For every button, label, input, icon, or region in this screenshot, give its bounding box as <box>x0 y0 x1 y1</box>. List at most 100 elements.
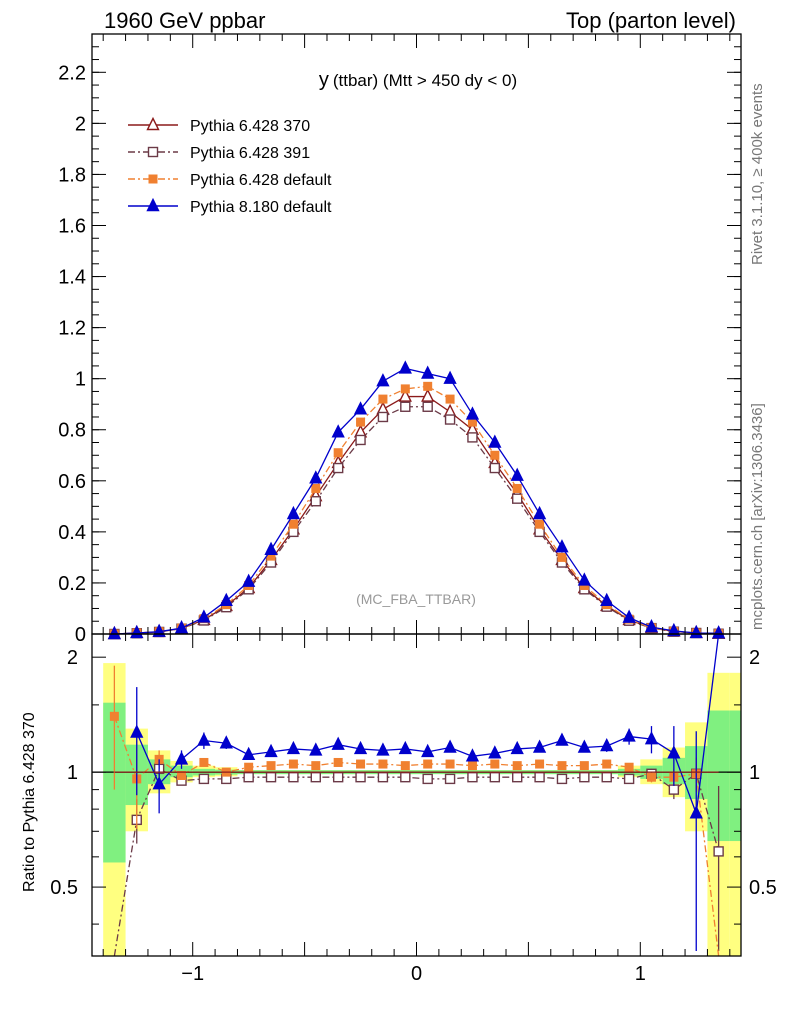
x-tick-label: 1 <box>635 963 646 985</box>
energy-label: 1960 GeV ppbar <box>104 8 265 33</box>
data-point <box>288 519 298 529</box>
data-point <box>490 450 500 460</box>
ratio-tick-label-left: 0.5 <box>50 877 78 899</box>
data-point <box>331 424 345 438</box>
ratio-line <box>113 767 720 956</box>
ratio-point <box>199 757 209 767</box>
y-tick-label: 0.8 <box>58 420 86 442</box>
ratio-point <box>622 728 636 742</box>
ratio-point <box>152 776 166 790</box>
ratio-point <box>265 771 277 783</box>
ratio-point <box>130 724 144 738</box>
legend-entry-2: Pythia 6.428 default <box>128 172 332 189</box>
data-point <box>577 572 591 586</box>
data-point <box>242 573 256 587</box>
ratio-point <box>421 743 435 758</box>
ratio-point <box>579 761 589 771</box>
data-point <box>356 417 366 427</box>
ratio-point <box>174 751 189 765</box>
ratio-point <box>242 746 256 761</box>
x-tick-label: −1 <box>181 963 204 985</box>
data-point <box>400 401 411 412</box>
data-point <box>332 462 344 474</box>
data-point <box>535 519 545 529</box>
x-tick-label: 0 <box>411 963 422 985</box>
chart-title: y (ttbar) (Mtt > 450 dy < 0) <box>319 69 517 91</box>
ratio-point <box>378 759 388 769</box>
data-point <box>353 401 368 415</box>
ratio-point <box>331 736 345 750</box>
data-point <box>423 381 433 391</box>
data-point <box>689 624 703 639</box>
uncertainty-band-green <box>729 710 741 842</box>
ratio-point <box>532 739 547 753</box>
ratio-axis-label: Ratio to Pythia 6.428 370 <box>21 712 38 892</box>
legend-marker <box>147 146 159 158</box>
ratio-point <box>264 743 278 758</box>
main-panel <box>107 360 726 640</box>
ratio-line <box>113 716 720 956</box>
ratio-clip-group <box>92 634 741 956</box>
data-point <box>422 401 433 412</box>
data-point <box>445 394 455 404</box>
series-line <box>114 385 719 635</box>
ratio-point <box>376 742 390 756</box>
data-point <box>286 505 301 520</box>
ratio-point <box>109 711 119 721</box>
ratio-tick-label-left: 2 <box>67 647 78 669</box>
ratio-point <box>556 773 568 785</box>
data-point <box>600 592 614 607</box>
y-tick-label: 2 <box>75 113 86 135</box>
data-point <box>377 411 389 423</box>
ratio-point <box>398 740 412 755</box>
ratio-tick-label-right: 2 <box>749 647 760 669</box>
data-point <box>288 526 299 538</box>
ratio-series-3 <box>130 634 720 952</box>
y-tick-label: 1.2 <box>58 318 86 340</box>
ratio-point <box>557 761 567 771</box>
ratio-panel <box>92 634 741 956</box>
ratio-point <box>467 761 477 771</box>
y-tick-label: 0.4 <box>58 522 86 544</box>
data-point <box>333 448 343 458</box>
ratio-point <box>467 771 478 783</box>
y-tick-label: 1.4 <box>58 267 86 289</box>
ratio-point <box>668 784 680 795</box>
ratio-point <box>489 771 501 783</box>
ratio-point <box>288 759 298 769</box>
data-point <box>555 539 569 553</box>
ratio-point <box>601 771 612 783</box>
process-label: Top (parton level) <box>566 8 736 33</box>
data-point <box>489 462 501 474</box>
ratio-point <box>535 759 545 769</box>
data-point <box>488 434 502 448</box>
legend-label: Pythia 6.428 370 <box>190 118 310 135</box>
y-tick-label: 1 <box>75 369 86 391</box>
data-point <box>532 505 547 520</box>
ratio-point <box>689 805 703 819</box>
data-point <box>398 388 412 402</box>
ratio-point <box>423 759 433 769</box>
y-tick-label: 1.6 <box>58 215 86 237</box>
data-point <box>467 432 478 443</box>
ratio-point <box>579 771 590 783</box>
ratio-point <box>288 771 299 783</box>
data-point <box>443 370 457 384</box>
ratio-point <box>310 771 321 783</box>
ratio-point <box>534 771 545 783</box>
ratio-point <box>311 761 321 771</box>
axes: 0 0.2 0.4 0.6 0.8 1 1.2 1.4 1.6 1.8 2 2.2 0.5 0.5 1 1 2 2… <box>50 33 777 985</box>
ratio-point <box>332 771 344 783</box>
ratio-point <box>400 761 410 771</box>
ratio-point <box>309 742 323 756</box>
ratio-point <box>243 771 254 783</box>
ratio-point <box>713 846 724 857</box>
ratio-point <box>512 761 522 771</box>
data-point <box>311 483 321 493</box>
legend-label: Pythia 6.428 default <box>190 172 332 189</box>
ratio-point <box>422 773 433 785</box>
y-tick-label: 0.6 <box>58 471 86 493</box>
ratio-point <box>353 740 368 755</box>
legend-label: Pythia 8.180 default <box>190 199 332 216</box>
